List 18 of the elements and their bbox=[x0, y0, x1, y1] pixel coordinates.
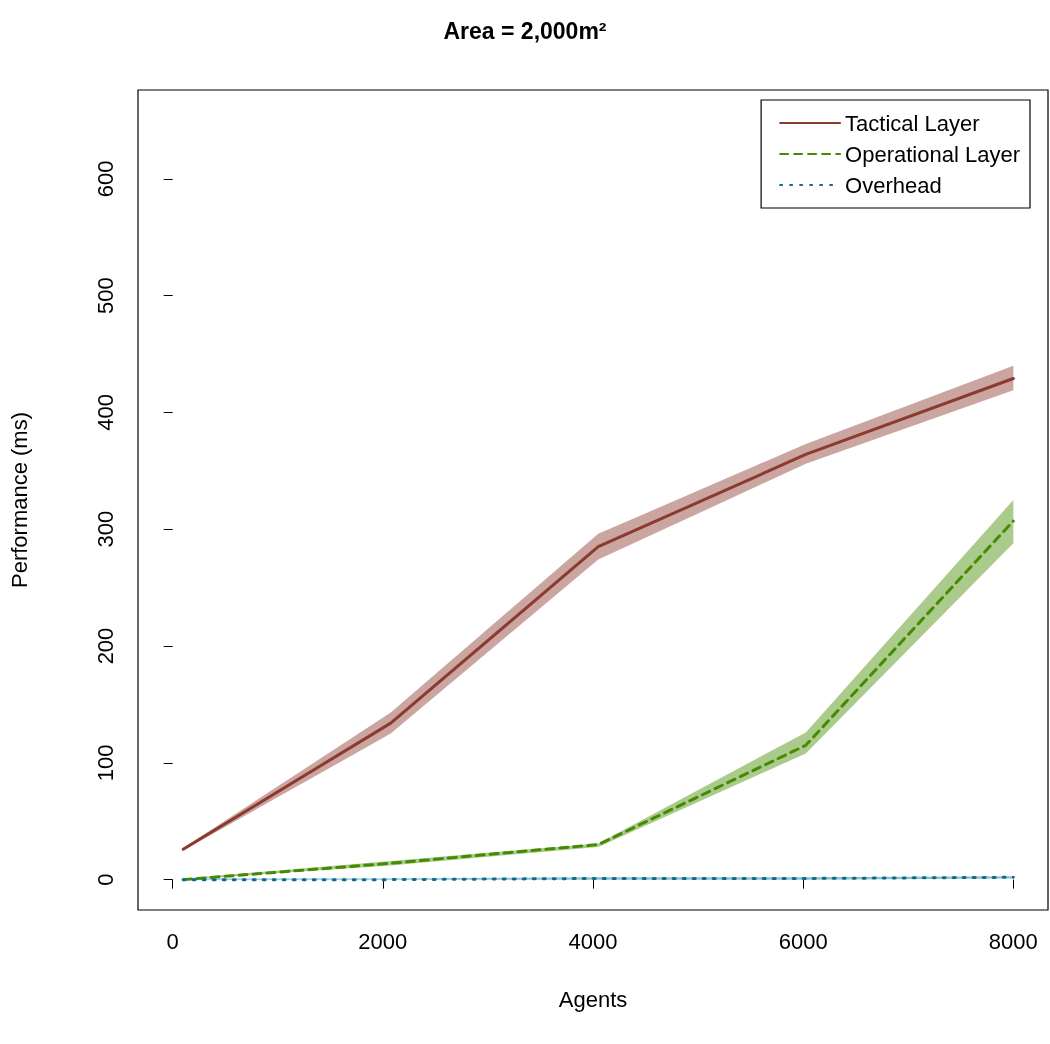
y-tick-label: 100 bbox=[92, 744, 118, 782]
legend-label: Tactical Layer bbox=[845, 110, 980, 136]
x-tick-label: 4000 bbox=[568, 928, 618, 954]
legend-label: Operational Layer bbox=[845, 141, 1021, 167]
y-axis-title: Performance (ms) bbox=[6, 411, 32, 589]
legend-label: Overhead bbox=[845, 172, 942, 198]
y-tick-label: 200 bbox=[92, 627, 118, 665]
chart-title: Area = 2,000m² bbox=[443, 17, 607, 44]
x-axis-title: Agents bbox=[558, 986, 628, 1012]
y-tick-label: 0 bbox=[92, 873, 118, 886]
x-tick-label: 6000 bbox=[778, 928, 828, 954]
y-tick-label: 600 bbox=[92, 160, 118, 198]
y-tick-label: 400 bbox=[92, 394, 118, 431]
y-tick-label: 300 bbox=[92, 510, 118, 548]
x-tick-label: 8000 bbox=[988, 928, 1038, 954]
y-tick-label: 500 bbox=[92, 277, 118, 314]
x-tick-label: 0 bbox=[166, 928, 179, 954]
x-tick-label: 2000 bbox=[358, 928, 408, 954]
